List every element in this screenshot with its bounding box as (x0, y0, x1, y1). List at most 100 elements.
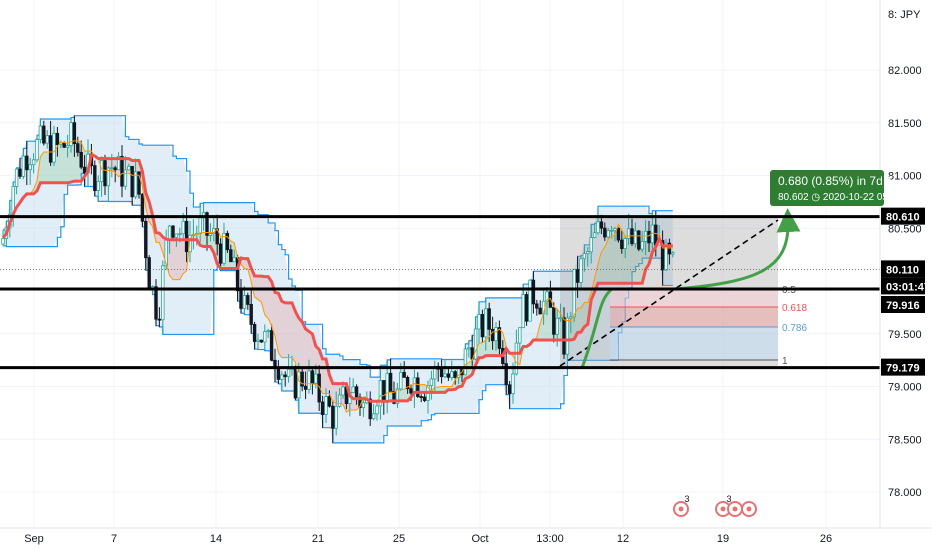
candle-body (354, 386, 359, 398)
candle-body (113, 167, 117, 171)
candle-body (613, 228, 617, 231)
cloud-segment (156, 232, 160, 243)
candle-body (592, 232, 597, 238)
candle-body (25, 155, 29, 171)
candle-body (297, 371, 301, 399)
price-tick-label: 78.500 (888, 434, 922, 446)
candle-body (399, 371, 403, 390)
candle-body (443, 373, 447, 378)
candle-body (167, 225, 172, 241)
fib-band (610, 327, 778, 360)
price-axis[interactable]: 8: JPY 82.000 81.500 81.000 80.500 79.500 79.… (879, 0, 922, 528)
candle-body (497, 327, 502, 349)
countdown-label: 03:01:47 (886, 281, 930, 293)
candle-body (463, 348, 468, 376)
candle-body (599, 221, 604, 229)
cloud-segment (43, 152, 48, 183)
candle-body (589, 237, 593, 253)
candle-body (96, 181, 100, 191)
cloud-segment (479, 342, 483, 358)
cloud-segment (40, 152, 44, 183)
fib-0-618-label: 0.618 (782, 303, 807, 314)
cloud-segment (485, 336, 490, 356)
time-tick-label: 19 (717, 533, 729, 545)
candle-body (157, 318, 162, 321)
cloud-segment (64, 142, 68, 183)
level-label-80-610: 80.610 (886, 212, 920, 224)
candle-body (52, 132, 56, 163)
candle-body (266, 330, 270, 332)
candle-body (21, 155, 26, 177)
band-fill (3, 115, 673, 443)
candle-body (174, 233, 179, 238)
price-tick-label: 80.500 (888, 223, 922, 235)
projection-rise (580, 287, 613, 369)
candle-body (314, 373, 318, 384)
time-tick-label: 14 (210, 533, 222, 545)
measure-tooltip: 0.680 (0.85%) in 7d 1 80.602 ◷ 2020-10-2… (770, 170, 897, 206)
time-tick-label: 7 (111, 533, 117, 545)
candle-body (280, 374, 284, 380)
candle-body (494, 327, 498, 342)
candle-body (579, 258, 583, 283)
candle-body (535, 303, 539, 309)
candle-body (334, 405, 338, 429)
candle-body (45, 135, 49, 144)
cloud-segment (67, 141, 71, 183)
cloud-segment (278, 293, 282, 358)
candle-body (596, 221, 600, 234)
candle-body (42, 125, 46, 144)
candle-body (484, 308, 488, 338)
projection-arrow (675, 208, 801, 291)
candle-body (569, 316, 573, 319)
candle-body (35, 139, 39, 161)
candle-body (562, 317, 566, 355)
candle-body (130, 165, 134, 198)
candle-body (72, 122, 77, 145)
time-axis[interactable]: Sep 7 14 21 25 Oct 13:00 12 19 26 (0, 527, 932, 545)
candle-body (82, 166, 87, 174)
candle-body (351, 386, 355, 393)
candle-body (511, 373, 515, 395)
candle-body (439, 368, 444, 378)
candle-body (521, 294, 525, 329)
cloud-segment (207, 232, 211, 247)
candle-body (555, 317, 559, 335)
price-tick-label: 81.500 (888, 118, 922, 130)
fib-1-label: 1 (782, 356, 788, 367)
cloud-segment (332, 383, 337, 404)
event-dot (746, 506, 752, 512)
cloud-segment (203, 232, 207, 247)
candle-body (116, 155, 121, 171)
horizontal-levels[interactable] (0, 215, 880, 370)
cloud-segment (404, 386, 408, 401)
current-price-label-bg (881, 260, 925, 278)
candle-body (572, 269, 576, 318)
cloud-segment (570, 314, 575, 340)
candle-body (246, 295, 250, 305)
cloud-segment (271, 281, 275, 337)
candle-body (419, 396, 423, 398)
candle-body (69, 122, 73, 147)
event-dot (732, 506, 738, 512)
candle-body (327, 396, 332, 407)
cloud-segment (632, 235, 636, 284)
cloud-segment (244, 258, 248, 269)
candle-body (31, 159, 36, 166)
candle-body (640, 240, 644, 250)
candle-body (93, 165, 97, 191)
candle-body (409, 388, 413, 394)
cloud-segment (295, 311, 299, 382)
candle-body (524, 294, 529, 322)
candle-body (55, 132, 60, 146)
candle-body (62, 142, 66, 148)
candle-body (331, 405, 335, 429)
cloud-segment (200, 232, 204, 247)
candle-body (620, 239, 624, 249)
candle-body (242, 295, 247, 309)
candle-body (429, 378, 434, 386)
level-label-79-916-bg (881, 296, 925, 313)
